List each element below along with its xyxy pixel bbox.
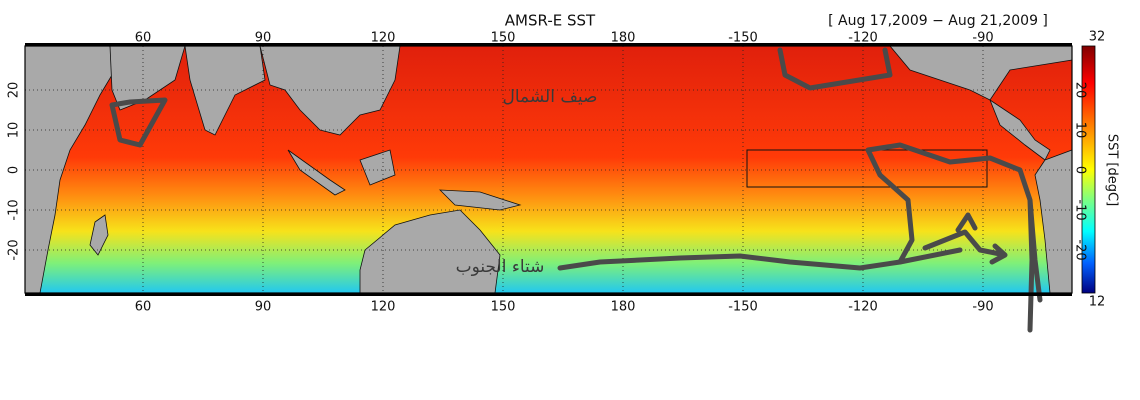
colorbar-min: 12 bbox=[1089, 295, 1106, 310]
land-australia bbox=[359, 209, 501, 294]
colorbar-max: 32 bbox=[1089, 30, 1106, 45]
lon-tick-label: 150 bbox=[491, 31, 516, 46]
land-sumatra bbox=[287, 149, 346, 196]
lon-tick-label: 60 bbox=[135, 31, 152, 46]
lon-tick-label: 120 bbox=[371, 31, 396, 46]
sea-surface bbox=[25, 46, 1072, 293]
lat-tick-label: -20 bbox=[1073, 239, 1088, 260]
lon-tick-label: 180 bbox=[611, 300, 636, 315]
lon-tick-label: -120 bbox=[848, 300, 878, 315]
date-range: [ Aug 17,2009 − Aug 21,2009 ] bbox=[828, 13, 1048, 29]
lon-tick-label: 180 bbox=[611, 31, 636, 46]
map-title: AMSR-E SST bbox=[505, 12, 596, 30]
lon-tick-label: 90 bbox=[255, 300, 272, 315]
land-asia bbox=[259, 45, 401, 136]
frame-bar bbox=[25, 43, 1072, 46]
lat-tick-label: 10 bbox=[1073, 122, 1088, 139]
lon-tick-label: -150 bbox=[728, 31, 758, 46]
lat-tick-label: 10 bbox=[7, 122, 22, 139]
land-new-guinea bbox=[438, 189, 522, 211]
land-india bbox=[184, 45, 266, 136]
lon-tick-label: -90 bbox=[972, 300, 993, 315]
colorbar-label: SST [degC] bbox=[1105, 134, 1120, 206]
southern-current bbox=[557, 212, 1008, 271]
lon-tick-label: 60 bbox=[135, 300, 152, 315]
monsoon-loop bbox=[109, 97, 168, 148]
frame-bar bbox=[25, 293, 1072, 296]
lat-tick-label: 20 bbox=[1073, 82, 1088, 99]
lat-tick-label: -20 bbox=[7, 239, 22, 260]
land-madagascar bbox=[89, 214, 109, 256]
lat-tick-label: -10 bbox=[7, 199, 22, 220]
lat-tick-label: 20 bbox=[7, 82, 22, 99]
lat-tick-label: 0 bbox=[7, 166, 22, 174]
land-borneo bbox=[359, 149, 396, 186]
land-central-america bbox=[989, 98, 1051, 161]
gyre-top bbox=[777, 47, 893, 91]
lon-tick-label: 150 bbox=[491, 300, 516, 315]
lon-tick-label: 90 bbox=[255, 31, 272, 46]
region-label: صيف الشمال bbox=[503, 87, 598, 107]
lon-tick-label: -120 bbox=[848, 31, 878, 46]
lat-tick-label: 0 bbox=[1073, 166, 1088, 174]
lon-tick-label: 120 bbox=[371, 300, 396, 315]
region-label: شتاء الجنوب bbox=[456, 257, 545, 277]
eastern-loop bbox=[865, 142, 1043, 333]
map-area: صيف الشمال شتاء الجنوب bbox=[24, 43, 1073, 333]
lon-tick-label: -90 bbox=[972, 31, 993, 46]
lat-tick-label: -10 bbox=[1073, 199, 1088, 220]
lon-tick-label: -150 bbox=[728, 300, 758, 315]
colorbar bbox=[1081, 45, 1096, 294]
